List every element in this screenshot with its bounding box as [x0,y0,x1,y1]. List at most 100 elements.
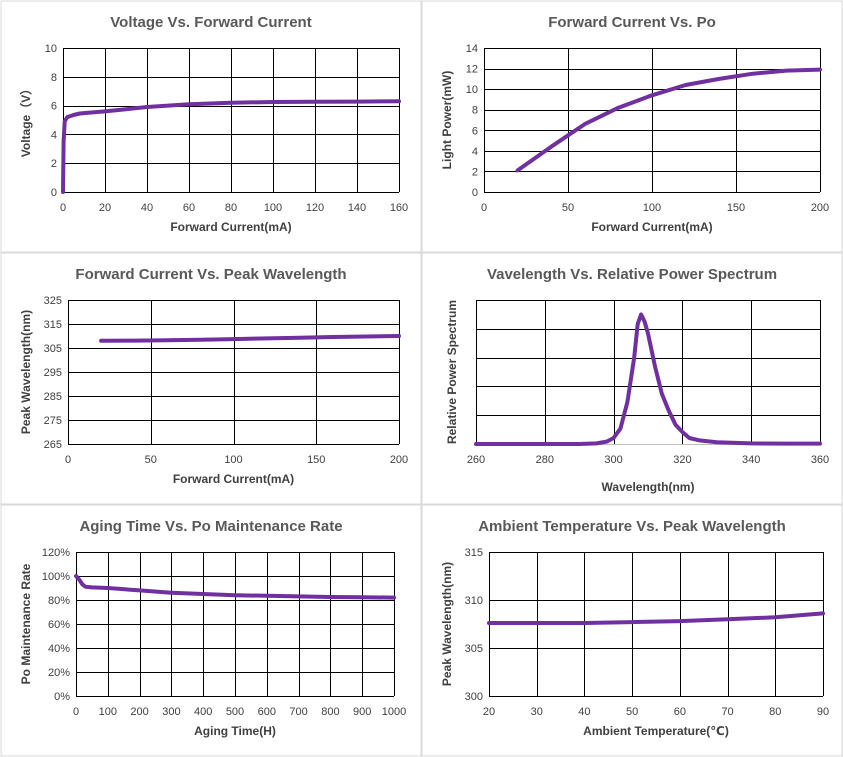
data-point [297,594,301,598]
data-point [487,621,491,625]
x-tick-label: 300 [604,454,622,466]
data-point [678,619,682,623]
data-point [201,592,205,596]
data-point [397,99,401,103]
data-point [594,441,598,445]
x-tick-label: 200 [130,706,148,718]
y-tick-label: 0% [54,691,70,703]
x-tick-label: 60 [183,202,195,214]
data-point [751,72,755,76]
y-axis-label: Light Power(mW) [440,71,454,170]
data-point [643,320,647,324]
series-line [515,67,822,173]
x-tick-label: 40 [141,202,153,214]
data-point [271,100,275,104]
data-point [233,593,237,597]
x-tick-label: 0 [65,454,71,466]
data-point [229,101,233,105]
data-point [106,586,110,590]
data-point [313,100,317,104]
data-point [619,426,622,430]
x-tick-label: 0 [60,202,66,214]
x-tick-label: 30 [531,706,543,718]
chart-panel-border [0,252,422,505]
data-point [717,77,721,81]
data-point [298,336,302,340]
y-tick-label: 0 [51,187,57,199]
data-point [583,122,587,126]
x-tick-label: 150 [307,454,325,466]
data-point [630,620,634,624]
data-point [625,400,629,404]
data-point [265,594,269,598]
data-point [132,339,136,343]
y-tick-label: 60% [48,619,70,631]
data-point [818,68,822,72]
data-point [72,113,75,117]
y-tick-label: 0 [472,187,478,199]
y-tick-label: 4 [51,129,57,141]
x-tick-label: 400 [194,706,212,718]
y-tick-label: 305 [44,343,62,355]
data-point [818,442,822,446]
y-tick-label: 8 [51,72,57,84]
data-point [549,145,553,149]
y-tick-label: 4 [472,146,478,158]
y-tick-label: 315 [465,547,483,559]
data-point [328,595,332,599]
data-point [749,441,753,445]
y-tick-label: 305 [465,643,483,655]
y-tick-label: 120% [42,547,70,559]
y-axis-label: Relative Power Spectrum [445,300,459,444]
y-tick-label: 6 [51,101,57,113]
data-point [667,408,671,412]
x-tick-label: 80 [769,706,781,718]
data-point [360,595,364,599]
x-tick-label: 70 [721,706,733,718]
data-point [165,338,169,342]
data-point [61,190,65,194]
x-axis-label: Forward Current(mA) [170,220,291,234]
x-tick-label: 1000 [382,706,406,718]
y-tick-label: 40% [48,643,70,655]
data-point [516,168,520,172]
data-point [535,621,539,625]
chart-title: Aging Time Vs. Po Maintenance Rate [79,518,342,535]
data-point [84,585,87,589]
data-point [773,615,777,619]
series-line [487,611,825,625]
data-point [74,574,78,578]
x-tick-label: 100 [643,202,661,214]
data-point [63,119,67,123]
series-line [61,99,401,194]
data-point [784,69,788,73]
y-tick-label: 10 [466,84,478,96]
data-point [265,336,269,340]
data-point [650,93,654,97]
data-point [698,438,702,442]
data-point [616,106,620,110]
data-point [577,442,581,446]
chart-panel-3: Forward Current Vs. Peak Wavelength 0 50 10… [0,252,422,505]
chart-title: Forward Current Vs. Po [548,14,716,31]
data-point [355,100,359,104]
data-point [86,111,90,115]
chart-panel-border [0,0,422,253]
chart-panel-6: Ambient Temperature Vs. Peak Wavelength 2… [421,504,843,757]
x-tick-label: 260 [467,454,485,466]
chart-panel-4: Vavelength Vs. Relative Power Spectrum 26… [421,252,843,505]
x-tick-label: 100 [99,706,117,718]
data-point [684,83,688,87]
data-point [474,442,478,446]
x-tick-label: 600 [258,706,276,718]
y-axis-label: Peak Wavelength(nm) [440,562,454,686]
data-point [80,582,84,586]
y-axis-label: Po Maintenance Rate [19,563,33,684]
data-point [674,423,677,427]
chart-title: Vavelength Vs. Relative Power Spectrum [487,266,777,283]
x-tick-label: 300 [162,706,180,718]
data-point [392,596,396,600]
y-tick-label: 275 [44,415,62,427]
